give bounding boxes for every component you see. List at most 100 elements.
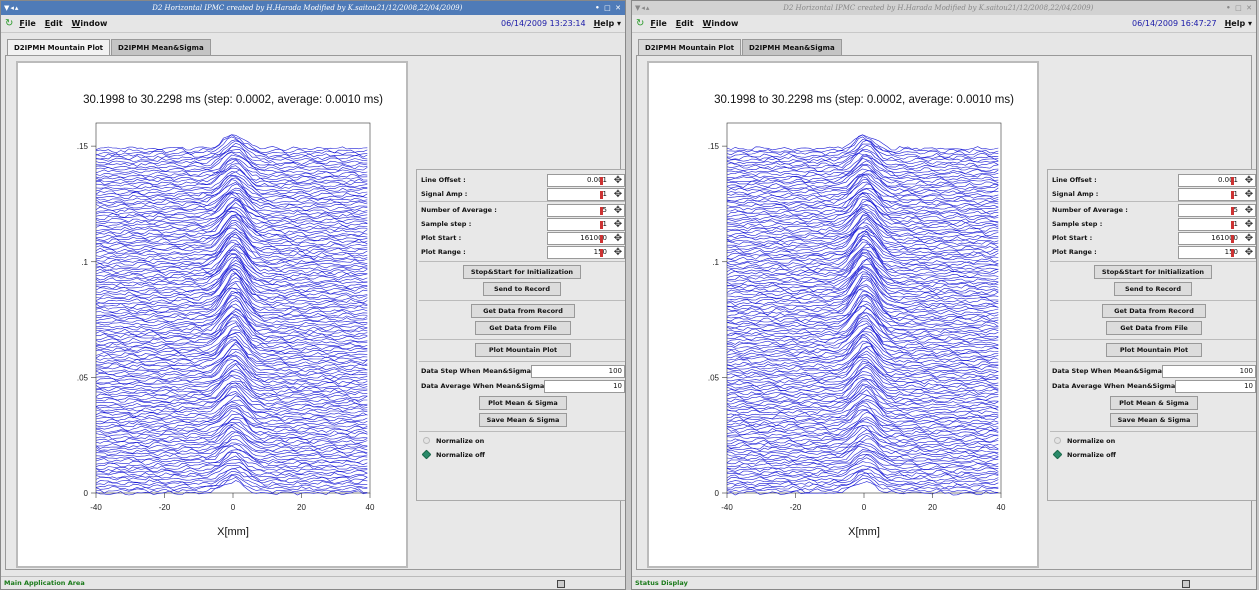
series-line bbox=[726, 371, 999, 394]
spin-arrows-icon[interactable]: ✥ bbox=[613, 246, 623, 258]
series-line bbox=[95, 354, 368, 378]
data-average-label: Data Average When Mean&Sigma bbox=[1052, 382, 1176, 390]
plot-mean-sigma-button[interactable]: Plot Mean & Sigma bbox=[479, 396, 567, 410]
signal-amp-input[interactable]: 1 ✥ bbox=[547, 187, 625, 201]
menu-edit[interactable]: Edit bbox=[44, 19, 63, 28]
send-to-record-button[interactable]: Send to Record bbox=[483, 282, 561, 296]
status-icon[interactable] bbox=[1182, 580, 1190, 588]
radio-checked-icon bbox=[421, 449, 432, 460]
sample-step-input[interactable]: 1 ✥ bbox=[547, 217, 625, 231]
series-line bbox=[95, 459, 368, 475]
series-line bbox=[95, 325, 368, 352]
signal-amp-input[interactable]: 1 ✥ bbox=[1178, 187, 1256, 201]
y-axis: .15 .1 .05 0 bbox=[708, 142, 727, 498]
menu-help[interactable]: Help ▾ bbox=[1224, 19, 1252, 28]
status-bar: Status Display bbox=[632, 576, 1256, 589]
normalize-on-radio[interactable]: Normalize on bbox=[423, 435, 484, 446]
series-line bbox=[726, 300, 999, 329]
series-line bbox=[96, 462, 368, 477]
window-menu-icon[interactable]: ▼◂▴ bbox=[635, 4, 651, 12]
line-offset-input[interactable]: 0.001 ✥ bbox=[1178, 173, 1256, 187]
spin-arrows-icon[interactable]: ✥ bbox=[1244, 204, 1254, 216]
number-of-average-input[interactable]: 5 ✥ bbox=[547, 203, 625, 217]
spin-arrows-icon[interactable]: ✥ bbox=[1244, 232, 1254, 244]
series-line bbox=[95, 395, 368, 417]
plot-mean-sigma-button[interactable]: Plot Mean & Sigma bbox=[1110, 396, 1198, 410]
spin-arrows-icon[interactable]: ✥ bbox=[1244, 246, 1254, 258]
spin-arrows-icon[interactable]: ✥ bbox=[613, 174, 623, 186]
plot-range-input[interactable]: 150✥ bbox=[1178, 245, 1256, 259]
menu-file[interactable]: File bbox=[19, 19, 36, 28]
series-line bbox=[95, 473, 368, 489]
data-average-input[interactable]: 10 bbox=[1175, 379, 1256, 393]
series-line bbox=[726, 469, 999, 484]
series-line bbox=[95, 341, 368, 369]
stop-start-init-button[interactable]: Stop&Start for Initialization bbox=[463, 265, 581, 279]
window-controls[interactable]: • □ ✕ bbox=[1226, 4, 1253, 12]
sample-step-label: Sample step : bbox=[421, 220, 472, 228]
series-line bbox=[95, 163, 368, 184]
get-data-from-record-button[interactable]: Get Data from Record bbox=[1102, 304, 1206, 318]
tab-mountain-plot[interactable]: D2IPMH Mountain Plot bbox=[638, 39, 741, 55]
normalize-off-radio[interactable]: Normalize off bbox=[1052, 449, 1116, 460]
get-data-from-record-button[interactable]: Get Data from Record bbox=[471, 304, 575, 318]
data-step-label: Data Step When Mean&Sigma bbox=[421, 367, 532, 375]
get-data-from-file-button[interactable]: Get Data from File bbox=[1106, 321, 1202, 335]
series-line bbox=[726, 438, 999, 457]
divider bbox=[1050, 339, 1256, 340]
divider bbox=[419, 261, 625, 262]
normalize-off-radio[interactable]: Normalize off bbox=[421, 449, 485, 460]
spin-arrows-icon[interactable]: ✥ bbox=[1244, 188, 1254, 200]
menu-help[interactable]: Help ▾ bbox=[593, 19, 621, 28]
menu-window[interactable]: Window bbox=[702, 19, 739, 28]
menu-edit[interactable]: Edit bbox=[675, 19, 694, 28]
tab-bar: D2IPMH Mountain Plot D2IPMH Mean&Sigma bbox=[7, 39, 212, 55]
plot-mountain-plot-button[interactable]: Plot Mountain Plot bbox=[475, 343, 571, 357]
spin-arrows-icon[interactable]: ✥ bbox=[613, 188, 623, 200]
status-icon[interactable] bbox=[557, 580, 565, 588]
stop-start-init-button[interactable]: Stop&Start for Initialization bbox=[1094, 265, 1212, 279]
tab-mountain-plot[interactable]: D2IPMH Mountain Plot bbox=[7, 39, 110, 55]
plot-start-input[interactable]: 161000 ✥ bbox=[1178, 231, 1256, 245]
series-line bbox=[95, 380, 368, 401]
spin-arrows-icon[interactable]: ✥ bbox=[613, 232, 623, 244]
data-average-input[interactable]: 10 bbox=[544, 379, 625, 393]
spin-arrows-icon[interactable]: ✥ bbox=[1244, 174, 1254, 186]
data-step-input[interactable]: 100 bbox=[1162, 364, 1256, 378]
spin-arrows-icon[interactable]: ✥ bbox=[1244, 218, 1254, 230]
series-line bbox=[95, 464, 368, 479]
spin-arrows-icon[interactable]: ✥ bbox=[613, 204, 623, 216]
sample-step-input[interactable]: 1 ✥ bbox=[1178, 217, 1256, 231]
save-mean-sigma-button[interactable]: Save Mean & Sigma bbox=[1110, 413, 1198, 427]
get-data-from-file-button[interactable]: Get Data from File bbox=[475, 321, 571, 335]
line-offset-input[interactable]: 0.001 ✥ bbox=[547, 173, 625, 187]
refresh-icon[interactable]: ↻ bbox=[636, 18, 645, 29]
send-to-record-button[interactable]: Send to Record bbox=[1114, 282, 1192, 296]
plot-start-input[interactable]: 161000 ✥ bbox=[547, 231, 625, 245]
window-controls[interactable]: • □ ✕ bbox=[595, 4, 622, 12]
plot-mountain-plot-button[interactable]: Plot Mountain Plot bbox=[1106, 343, 1202, 357]
plot-range-input[interactable]: 150✥ bbox=[547, 245, 625, 259]
refresh-icon[interactable]: ↻ bbox=[5, 18, 14, 29]
data-step-input[interactable]: 100 bbox=[531, 364, 625, 378]
series-line bbox=[726, 143, 999, 163]
series-line bbox=[726, 230, 999, 258]
series-line bbox=[726, 426, 999, 447]
line-offset-label: Line Offset : bbox=[421, 176, 466, 184]
title-bar[interactable]: ▼◂▴ D2 Horizontal IPMC created by H.Hara… bbox=[1, 1, 625, 15]
number-of-average-input[interactable]: 5 ✥ bbox=[1178, 203, 1256, 217]
menu-window[interactable]: Window bbox=[71, 19, 108, 28]
normalize-on-radio[interactable]: Normalize on bbox=[1054, 435, 1115, 446]
series-line bbox=[95, 174, 368, 195]
series-line bbox=[95, 475, 368, 491]
window-menu-icon[interactable]: ▼◂▴ bbox=[4, 4, 20, 12]
series-line bbox=[726, 411, 999, 433]
title-bar[interactable]: ▼◂▴ D2 Horizontal IPMC created by H.Hara… bbox=[632, 1, 1256, 15]
series-line bbox=[726, 254, 999, 285]
spin-arrows-icon[interactable]: ✥ bbox=[613, 218, 623, 230]
tab-mean-sigma[interactable]: D2IPMH Mean&Sigma bbox=[111, 39, 211, 55]
series-line bbox=[95, 351, 368, 376]
menu-file[interactable]: File bbox=[650, 19, 667, 28]
tab-mean-sigma[interactable]: D2IPMH Mean&Sigma bbox=[742, 39, 842, 55]
save-mean-sigma-button[interactable]: Save Mean & Sigma bbox=[479, 413, 567, 427]
